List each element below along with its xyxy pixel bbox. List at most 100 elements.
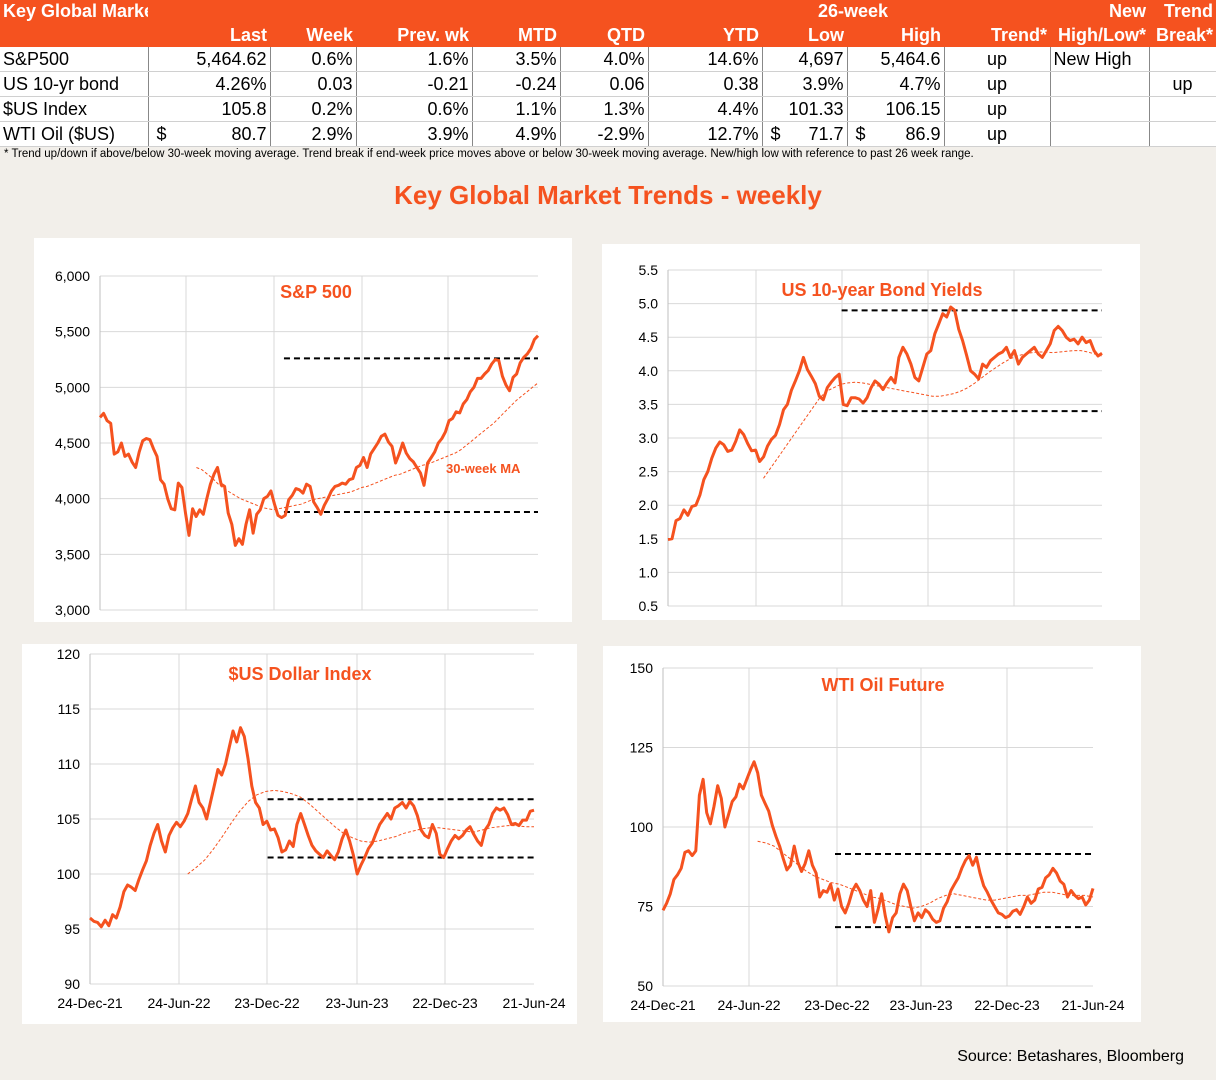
x-tick-label: 23-Jun-23 [889, 997, 952, 1013]
sp500-chart: 3,000 3,500 4,000 4,500 5,000 5,500 6,000 S&P 5… [55, 268, 540, 618]
y-tick-label: 105 [57, 811, 81, 827]
cell-low-value: 4,697 [798, 49, 844, 69]
cell-trend-break: up [1149, 71, 1216, 97]
cell-ytd-value: 0.38 [723, 74, 759, 94]
cell-high-value: 86.9 [905, 124, 941, 144]
y-tick-label: 0.5 [639, 598, 659, 614]
cell-trend-value: up [986, 99, 1008, 119]
cell-prev: -0.21 [356, 71, 473, 97]
bond-yield-chart: 0.5 1.0 1.5 2.0 2.5 3.0 3.5 4.0 4.5 5.0 5.5 US 10-y… [639, 262, 1103, 614]
cell-new-high-low: New High [1050, 47, 1150, 72]
moving-average-line [187, 789, 534, 875]
cell-trend-value: up [986, 74, 1008, 94]
cell-last: $80.7 [148, 121, 271, 147]
cell-trend-break-value: up [1172, 74, 1193, 94]
cell-high: $86.9 [847, 121, 945, 147]
cell-low: 3.9% [762, 71, 848, 97]
chart-panel-oil: 50 75 100 125 150 24-Dec-21 24-Jun-22 23-Dec-22… [603, 646, 1141, 1022]
cell-mtd-value: -0.24 [515, 74, 557, 94]
cell-trend-break [1149, 121, 1216, 147]
cell-qtd-value: 4.0% [603, 49, 645, 69]
cell-week-value: 0.6% [311, 49, 353, 69]
cell-new-high-low-value: New High [1053, 49, 1132, 69]
cell-trend-break [1149, 47, 1216, 72]
markets-table: Key Global Markets 26-week New Trend Las… [0, 0, 1216, 147]
y-tick-label: 100 [630, 819, 654, 835]
x-tick-label: 23-Jun-23 [325, 995, 388, 1011]
cell-week-value: 0.03 [317, 74, 353, 94]
row-name-value: $US Index [3, 99, 88, 119]
moving-average-line [196, 382, 539, 511]
cell-new-high-low [1050, 71, 1150, 97]
x-tick-label: 22-Dec-23 [412, 995, 478, 1011]
source-note: Source: Betashares, Bloomberg [957, 1048, 1184, 1065]
y-tick-label: 125 [630, 740, 654, 756]
price-line [89, 726, 535, 929]
cell-mtd: 4.9% [472, 121, 561, 147]
y-tick-label: 5.5 [639, 262, 659, 278]
y-tick-label: 5.0 [639, 296, 659, 312]
cell-last: 5,464.62 [148, 47, 271, 72]
usd-index-chart: 90 95 100 105 110 115 120 24-Dec-21 24-Jun-22 23-… [57, 646, 566, 1011]
row-name-value: S&P500 [3, 49, 70, 69]
x-tick-label: 24-Jun-22 [147, 995, 210, 1011]
y-tick-label: 75 [637, 899, 653, 915]
cell-mtd: -0.24 [472, 71, 561, 97]
y-tick-label: 120 [57, 646, 81, 662]
cell-qtd-value: 1.3% [603, 99, 645, 119]
row-name-value: US 10-yr bond [3, 74, 120, 94]
cell-qtd-value: -2.9% [597, 124, 645, 144]
cell-ytd-value: 4.4% [717, 99, 759, 119]
cell-ytd-value: 12.7% [707, 124, 759, 144]
footnote: * Trend up/down if above/below 30-week m… [4, 148, 974, 160]
cell-trend-break [1149, 96, 1216, 122]
cell-trend: up [944, 71, 1051, 97]
cell-week: 0.6% [270, 47, 357, 72]
cell-low: 4,697 [762, 47, 848, 72]
col-trend-break: Break* [1149, 23, 1216, 47]
y-tick-label: 6,000 [55, 268, 90, 284]
cell-trend: up [944, 96, 1051, 122]
cell-mtd-value: 4.9% [515, 124, 557, 144]
row-name-value: WTI Oil ($US) [3, 124, 115, 144]
cell-qtd: -2.9% [560, 121, 649, 147]
col-low: Low [762, 23, 847, 47]
chart-title: WTI Oil Future [822, 675, 945, 695]
price-line [98, 334, 540, 547]
cell-prev: 1.6% [356, 47, 473, 72]
y-tick-label: 3.0 [639, 430, 659, 446]
cell-last-value: 105.8 [221, 99, 267, 119]
y-tick-label: 3,500 [55, 546, 90, 562]
y-tick-label: 150 [630, 660, 654, 676]
y-tick-label: 95 [64, 921, 80, 937]
price-line [667, 305, 1103, 541]
ma-annotation: 30-week MA [446, 461, 521, 476]
cell-high-value: 5,464.6 [880, 49, 941, 69]
cell-last: 105.8 [148, 96, 271, 122]
col-ytd: YTD [648, 23, 762, 47]
table-row: S&P500 5,464.62 0.6% 1.6% 3.5% 4.0% 14.6% 4,697… [0, 47, 1216, 72]
y-tick-label: 2.5 [639, 464, 659, 480]
cell-prev: 0.6% [356, 96, 473, 122]
moving-average-line [763, 350, 1103, 479]
x-tick-label: 22-Dec-23 [974, 997, 1040, 1013]
table-title: Key Global Markets [0, 0, 148, 23]
price-line [661, 760, 1095, 934]
col-qtd: QTD [560, 23, 648, 47]
y-tick-label: 90 [64, 976, 80, 992]
header-new: New [1050, 0, 1149, 23]
cell-qtd-value: 0.06 [609, 74, 645, 94]
row-name: S&P500 [0, 47, 149, 72]
cell-mtd: 3.5% [472, 47, 561, 72]
cell-trend-value: up [986, 124, 1008, 144]
row-name: WTI Oil ($US) [0, 121, 149, 147]
cell-ytd: 0.38 [648, 71, 763, 97]
y-tick-label: 1.0 [639, 564, 659, 580]
cell-high-value: 106.15 [885, 99, 941, 119]
y-tick-label: 2.0 [639, 497, 659, 513]
y-tick-label: 4,000 [55, 491, 90, 507]
x-tick-label: 24-Dec-21 [57, 995, 123, 1011]
cell-high-value: 4.7% [899, 74, 941, 94]
cell-trend-value: up [986, 49, 1008, 69]
chart-panel-bond: 0.5 1.0 1.5 2.0 2.5 3.0 3.5 4.0 4.5 5.0 5.5 US 10-y… [602, 244, 1140, 620]
